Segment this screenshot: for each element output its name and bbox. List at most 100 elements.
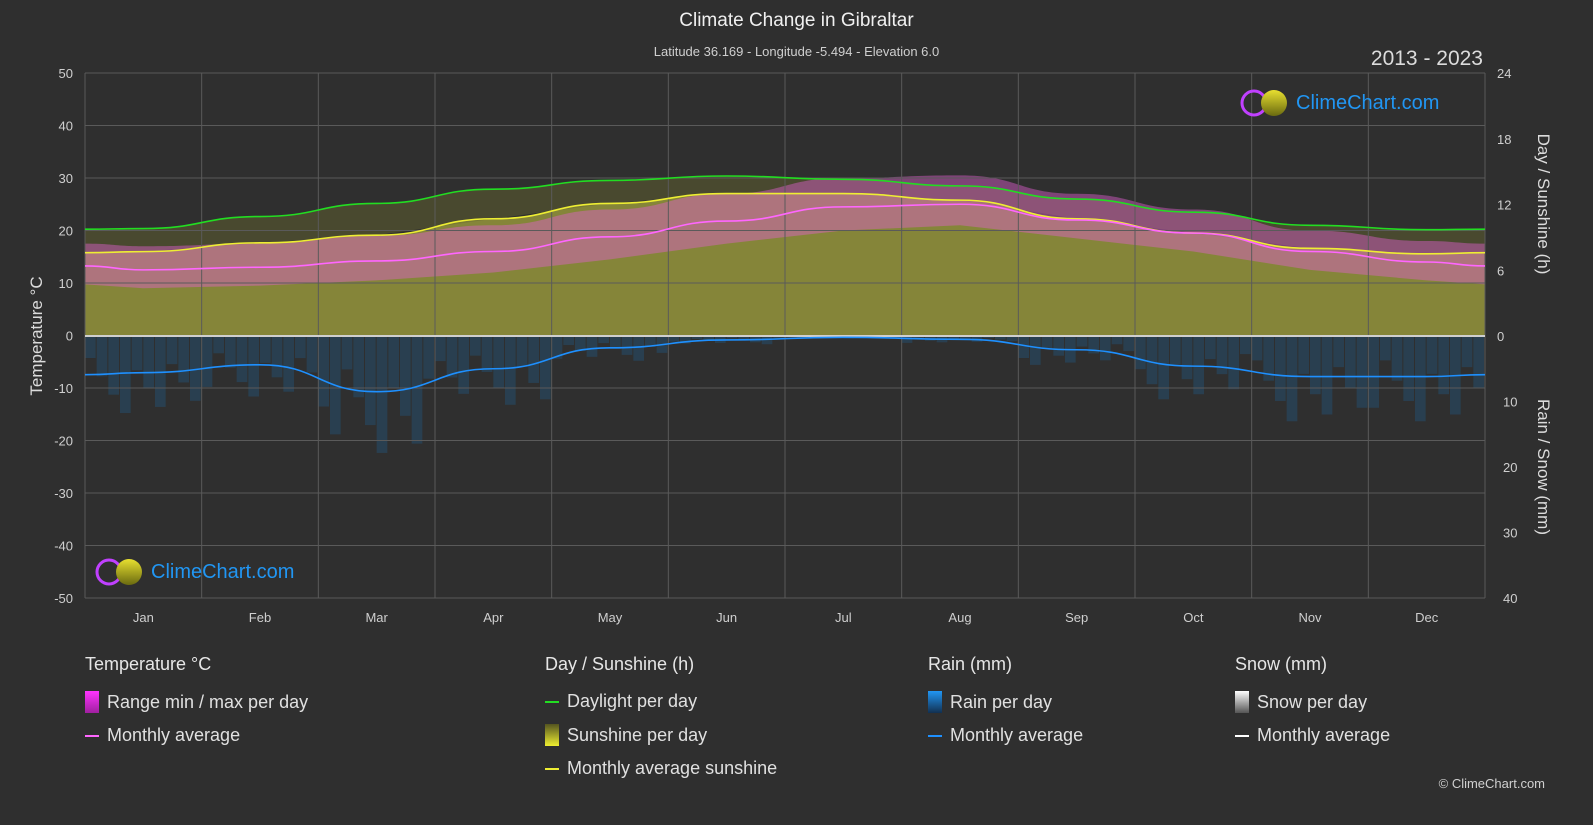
rain-bar (645, 336, 656, 348)
logo-text: ClimeChart.com (1296, 91, 1440, 114)
rain-bar (458, 336, 469, 394)
rain-bar (190, 336, 201, 401)
rain-bar (773, 336, 784, 340)
legend-item: Monthly average sunshine (545, 758, 777, 779)
rain-bar (481, 336, 493, 373)
left-tick-label: 40 (59, 119, 73, 134)
rain-bar (1170, 336, 1181, 365)
chart-title: Climate Change in Gibraltar (679, 10, 914, 31)
rain-bar (726, 336, 738, 339)
right-top-tick-label: 0 (1497, 329, 1504, 344)
rain-bar (446, 336, 458, 378)
rain-bar (1181, 336, 1193, 380)
climechart-logo-icon (95, 558, 142, 586)
rain-bar (1041, 336, 1053, 349)
rain-bar (400, 336, 411, 416)
rain-bar (668, 336, 679, 342)
right-top-tick-label: 24 (1497, 66, 1511, 81)
month-label: Apr (483, 610, 504, 625)
legend-item: Daylight per day (545, 691, 777, 712)
rain-bar (1146, 336, 1158, 385)
legend-label: Range min / max per day (107, 691, 309, 712)
legend-label: Daylight per day (567, 691, 698, 711)
legend-label: Monthly average sunshine (567, 758, 778, 778)
rain-bar (155, 336, 166, 407)
rain-bar (120, 336, 131, 414)
left-tick-label: -40 (54, 539, 73, 554)
right-top-tick-label: 18 (1497, 132, 1511, 147)
rain-bar (1053, 336, 1064, 356)
rain-bar (470, 336, 481, 356)
legend-label: Snow per day (1257, 691, 1368, 712)
left-tick-label: 30 (59, 171, 73, 186)
legend-item: Monthly average (928, 725, 1083, 746)
rain-bar (1006, 336, 1018, 342)
right-bottom-tick-label: 40 (1503, 591, 1517, 606)
right-bottom-tick-label: 30 (1503, 526, 1517, 541)
legend-label: Sunshine per day (567, 724, 708, 745)
rain-bar (575, 336, 586, 351)
rain-bar (388, 336, 399, 388)
rain-bar (493, 336, 504, 389)
rain-bar (365, 336, 376, 426)
rain-bar (283, 336, 294, 392)
right-top-axis-label: Day / Sunshine (h) (1534, 134, 1553, 275)
rain-bar (1438, 336, 1449, 395)
rain-bar (166, 336, 178, 365)
copyright: © ClimeChart.com (1438, 776, 1545, 791)
rain-bar (201, 336, 213, 387)
rain-bar (1321, 336, 1333, 415)
legend-rain: Rain (mm) Rain per day Monthly average (928, 654, 1083, 746)
rain-bar (551, 336, 563, 359)
legend-item: Monthly average (85, 725, 308, 746)
month-label: Oct (1183, 610, 1204, 625)
legend-item: Sunshine per day (545, 724, 777, 746)
climechart-logo-icon (1240, 89, 1287, 117)
rain-bar (703, 336, 714, 341)
line-swatch-icon (545, 767, 559, 770)
rain-bar (143, 336, 154, 389)
rain-avg-line (84, 336, 1486, 393)
rain-bar (96, 336, 108, 377)
rain-bar (1461, 336, 1473, 368)
legend-title: Day / Sunshine (h) (545, 654, 695, 674)
logo-bottom[interactable]: ClimeChart.com (95, 557, 294, 587)
rain-bar (1251, 336, 1263, 361)
rain-bar (248, 336, 259, 397)
rain-bar (1205, 336, 1216, 360)
rain-bar (353, 336, 364, 398)
legend-title: Temperature °C (85, 654, 212, 674)
legend-item: Range min / max per day (85, 691, 308, 713)
left-tick-label: -20 (54, 434, 73, 449)
rain-bar (738, 336, 749, 341)
rain-bar (1391, 336, 1403, 381)
left-axis-label: Temperature °C (27, 276, 46, 395)
legend-item: Monthly average (1235, 725, 1390, 746)
daylight-line (84, 175, 1486, 231)
logo-top[interactable]: ClimeChart.com (1240, 88, 1439, 118)
legend-title: Snow (mm) (1235, 654, 1328, 674)
rain-bar (1263, 336, 1274, 381)
left-tick-label: -10 (54, 381, 73, 396)
rain-bar (1123, 336, 1134, 352)
rain-bar (1216, 336, 1228, 375)
rain-bar (913, 336, 924, 340)
rain-bar (271, 336, 283, 378)
rain-bar (1415, 336, 1426, 422)
chart-subtitle: Latitude 36.169 - Longitude -5.494 - Ele… (653, 44, 940, 59)
rain-bar (178, 336, 189, 383)
right-bottom-tick-label: 10 (1503, 395, 1517, 410)
rain-bar (341, 336, 353, 370)
legend-label: Rain per day (950, 691, 1053, 712)
legend-snow: Snow (mm) Snow per day Monthly average (1235, 654, 1390, 746)
rain-bar (1403, 336, 1414, 401)
rain-bar (901, 336, 913, 343)
rain-bar (680, 336, 691, 344)
rain-bar (225, 336, 236, 368)
year-range: 2013 - 2023 (1370, 47, 1483, 70)
month-label: Feb (249, 610, 271, 625)
line-swatch-icon (1235, 734, 1249, 737)
rain-bar (423, 336, 434, 379)
left-tick-label: -30 (54, 486, 73, 501)
